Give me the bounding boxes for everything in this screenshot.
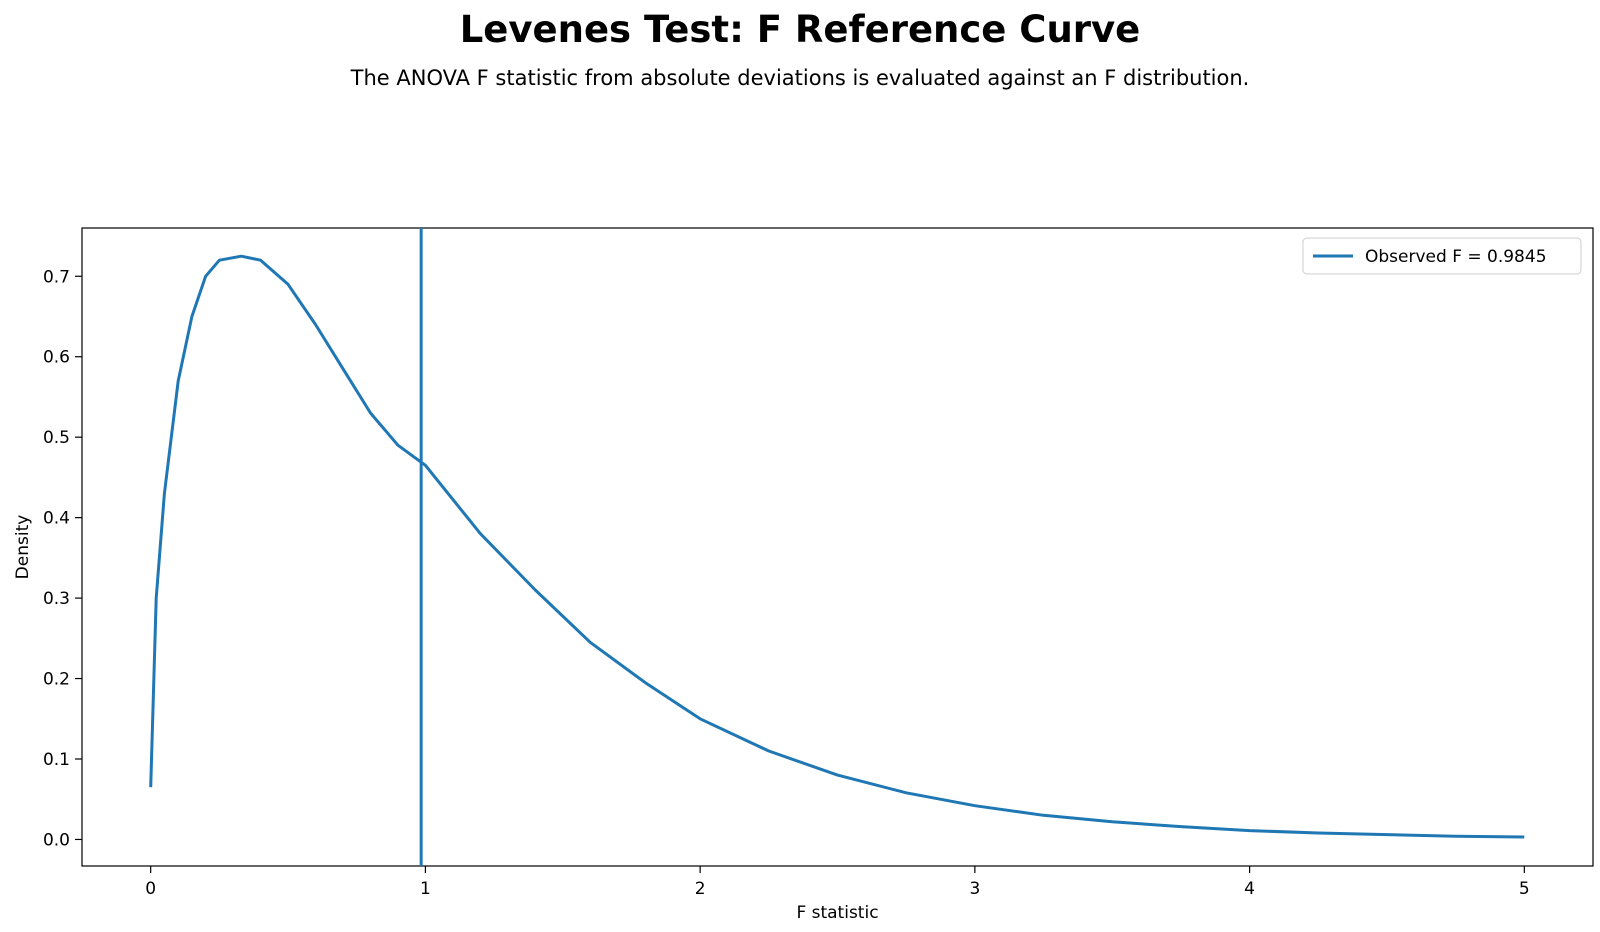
x-tick-label: 4: [1244, 879, 1255, 899]
x-tick-label: 3: [969, 879, 980, 899]
x-tick-label: 5: [1519, 879, 1530, 899]
y-tick-label: 0.5: [43, 428, 70, 448]
x-tick-label: 0: [145, 879, 156, 899]
legend-box: [1302, 237, 1582, 275]
y-tick-label: 0.6: [43, 348, 70, 368]
y-tick-label: 0.1: [43, 750, 70, 770]
plot-frame: [81, 227, 1594, 867]
y-axis-label: Density: [13, 515, 33, 580]
x-tick-label: 1: [420, 879, 431, 899]
x-tick-label: 2: [695, 879, 706, 899]
legend-label: Observed F = 0.9845: [1365, 247, 1547, 267]
density-curve: [149, 254, 1525, 839]
x-axis-label: F statistic: [796, 903, 878, 923]
y-tick-label: 0.7: [43, 267, 70, 287]
chart-title: Levenes Test: F Reference Curve: [459, 8, 1141, 51]
chart-subtitle: The ANOVA F statistic from absolute devi…: [350, 66, 1250, 90]
y-tick-label: 0.2: [43, 670, 70, 690]
y-tick-label: 0.0: [43, 830, 70, 850]
y-tick-label: 0.3: [43, 589, 70, 609]
y-tick-label: 0.4: [43, 509, 70, 529]
